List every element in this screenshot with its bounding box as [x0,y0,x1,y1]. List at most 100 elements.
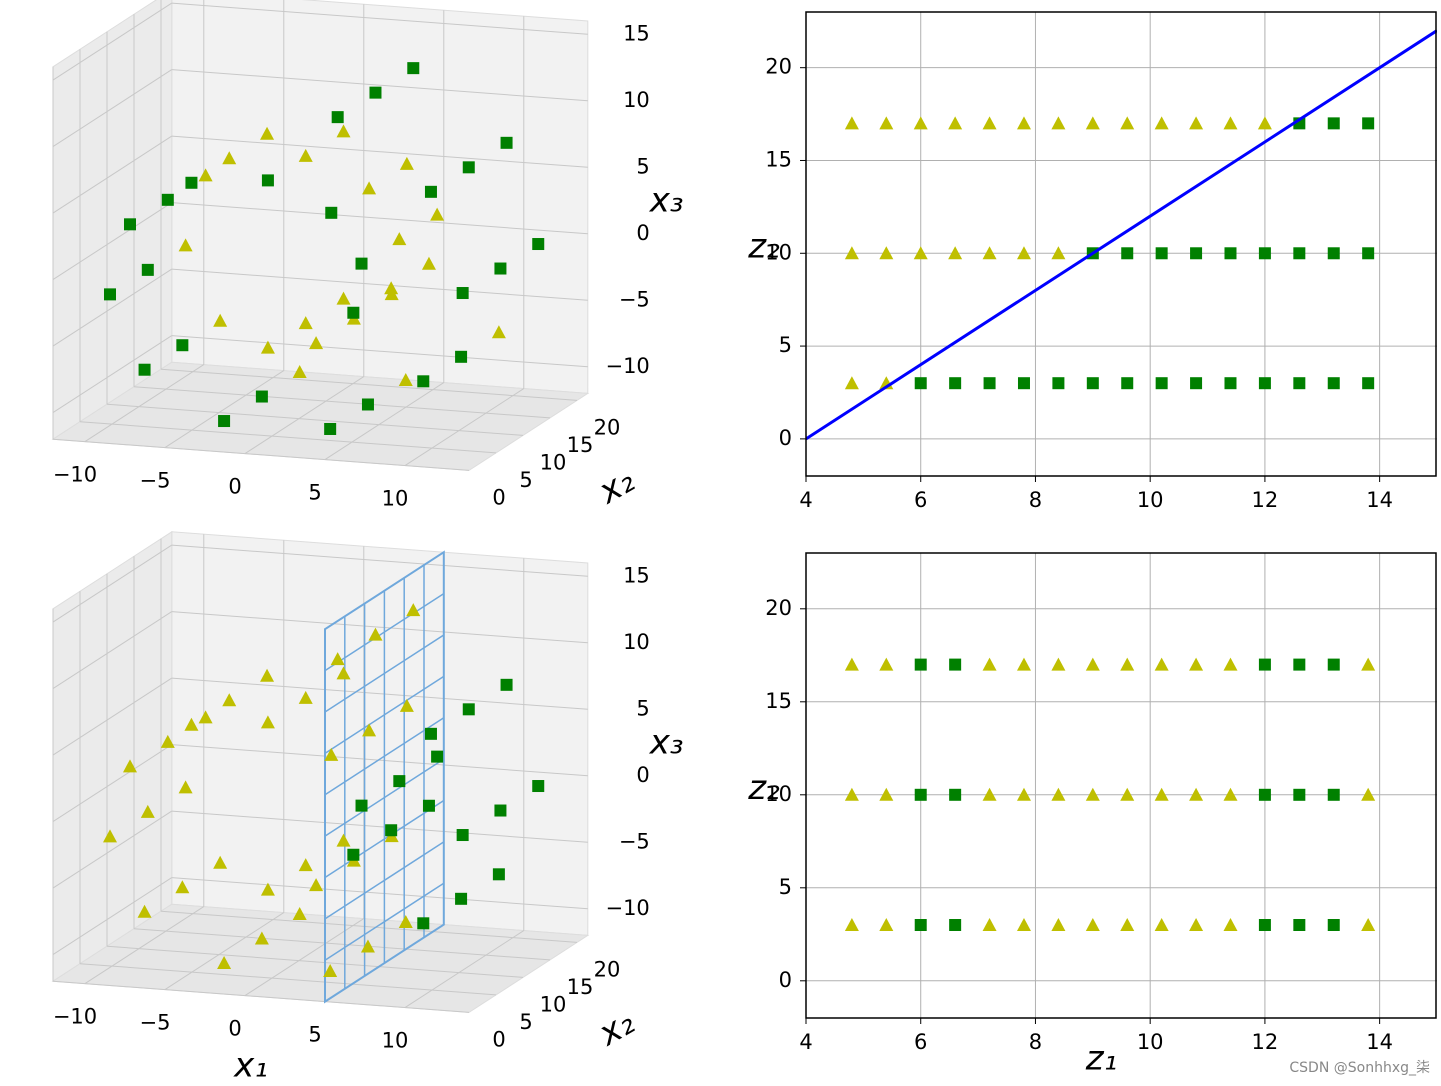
triangle-point [982,246,997,260]
triangle-point [491,325,506,339]
triangle-point [1361,918,1376,931]
square-point [124,218,136,231]
square-point [1258,919,1271,931]
square-point [1293,919,1306,931]
square-point [1327,658,1340,671]
x-tick-label: 5 [308,1023,321,1047]
square-point [369,86,382,99]
square-point [361,398,374,411]
triangle-point [406,603,421,617]
grid-line [133,386,551,419]
square-point [500,678,513,691]
triangle-point [360,939,375,953]
x-tick-label: 12 [1252,1030,1279,1054]
triangle-point [1120,787,1135,801]
grid-line [106,945,524,978]
y-axis-label: z₂ [747,768,780,808]
square-point [1258,658,1271,671]
square-point [455,892,468,905]
triangle-point [1016,787,1031,801]
square-point [462,161,475,174]
triangle-point [260,340,275,354]
y-tick-label: 20 [594,415,621,439]
grid-line [52,268,173,347]
square-point [1293,247,1306,260]
square-point [456,829,469,842]
triangle-point [222,151,237,165]
square-point [1327,377,1340,390]
z-tick-label: 15 [623,563,650,587]
square-point [325,206,338,219]
triangle-point [213,855,228,869]
triangle-point [123,759,137,773]
plane-grid [324,841,445,920]
square-point [532,780,545,793]
x-tick-label: 10 [1137,1030,1164,1054]
triangle-point [1085,918,1100,931]
square-point [355,257,368,270]
square-point [1293,658,1306,671]
grid-line [79,421,497,454]
x-tick-label: −10 [53,1005,97,1029]
square-point [494,804,507,817]
grid-line [164,370,285,449]
grid-line [244,918,365,997]
square-point [185,176,198,189]
x-tick-label: 8 [1029,488,1042,512]
triangle-point [362,181,377,195]
square-point [1362,247,1375,260]
square-point [1155,247,1168,260]
triangle-point [184,717,199,731]
grid-line [164,912,285,991]
z-axis-label: x₃ [649,723,684,763]
triangle-point [222,693,237,707]
y-axis-label: x₂ [591,1002,641,1054]
triangle-point [879,918,894,931]
triangle-point [292,907,307,921]
grid-line [404,930,525,1009]
grid-line [244,376,365,455]
triangle-point [368,627,383,641]
square-point [407,62,420,75]
y-tick-label: 10 [765,782,792,806]
square-point [424,185,437,198]
triangle-point [1120,918,1135,931]
triangle-point [213,313,228,327]
z-tick-label: 5 [636,696,649,720]
x-tick-label: 14 [1366,1030,1393,1054]
square-point [355,799,368,812]
square-point [914,658,927,671]
x-tick-label: 4 [799,1030,812,1054]
plane-grid [324,592,445,672]
square-point [949,919,962,931]
triangle-point [309,878,324,892]
square-point [1224,247,1237,260]
triangle-point [1085,116,1100,130]
grid-line [52,980,470,1013]
triangle-point [844,246,859,260]
x-tick-label: 5 [308,481,321,505]
y-tick-label: 5 [519,468,532,492]
triangle-point [292,365,307,379]
square-point [431,750,444,763]
square-point [255,390,268,403]
triangle-point [260,126,275,140]
grid-line [171,202,588,235]
y-tick-label: 10 [765,240,792,264]
grid-line [52,335,173,414]
square-point [393,775,406,788]
grid-line [171,810,588,843]
triangle-point [421,256,436,270]
square-point [1155,377,1168,390]
z-tick-label: −10 [605,354,649,378]
x-tick-label: −10 [53,463,97,487]
triangle-point [879,246,894,260]
triangle-point [330,652,345,666]
grid-line [84,906,205,985]
triangle-point [336,291,351,305]
triangle-point [1085,787,1100,801]
triangle-point [137,904,152,918]
y-tick-label: 5 [779,333,792,357]
